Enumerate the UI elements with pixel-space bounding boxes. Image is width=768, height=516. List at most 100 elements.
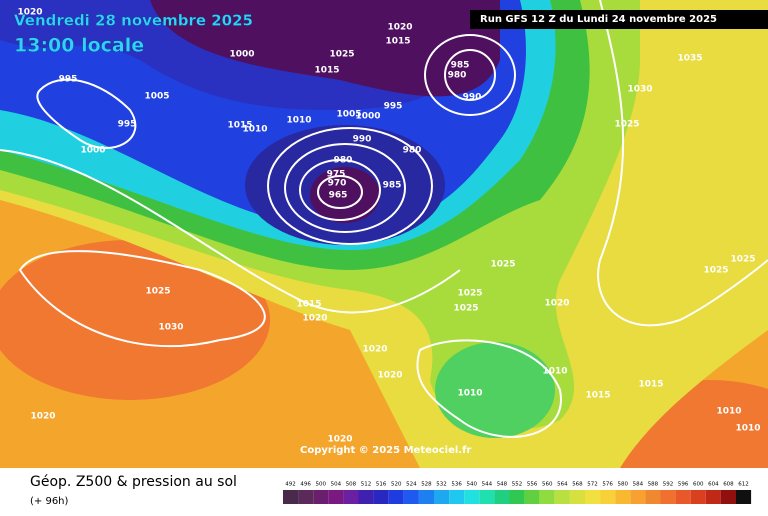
scale-swatch xyxy=(494,490,510,504)
isobar-label: 1015 xyxy=(314,66,339,76)
scale-swatch xyxy=(690,490,706,504)
scale-swatch xyxy=(418,490,434,504)
isobar-label: 1025 xyxy=(329,50,354,60)
isobar-label: 995 xyxy=(59,75,78,85)
isobar-label: 1010 xyxy=(542,367,567,377)
scale-label: 504 xyxy=(331,482,342,488)
isobar-label: 1030 xyxy=(158,323,183,333)
isobar-label: 980 xyxy=(334,156,353,166)
isobar-lines xyxy=(0,0,768,438)
scale-label: 608 xyxy=(723,482,734,488)
scale-label: 536 xyxy=(451,482,462,488)
isobar-label: 1000 xyxy=(355,112,380,122)
scale-swatch xyxy=(328,490,344,504)
isobar-label: 980 xyxy=(448,71,467,81)
isobar-label: 1030 xyxy=(627,85,652,95)
scale-label: 496 xyxy=(300,482,311,488)
isobar-label: 985 xyxy=(383,181,402,191)
scale-label: 548 xyxy=(497,482,508,488)
scale-label: 580 xyxy=(618,482,629,488)
isobar-label: 1025 xyxy=(453,304,478,314)
forecast-date: Vendredi 28 novembre 2025 xyxy=(14,12,253,30)
scale-swatch xyxy=(660,490,676,504)
scale-label: 524 xyxy=(406,482,417,488)
isobar-label: 965 xyxy=(329,191,348,201)
isobar-label: 995 xyxy=(384,102,403,112)
isobar-label: 1025 xyxy=(614,120,639,130)
isobar-label: 1015 xyxy=(638,380,663,390)
scale-swatch xyxy=(388,490,404,504)
isobar-label: 1010 xyxy=(716,407,741,417)
isobar-label: 1015 xyxy=(585,391,610,401)
scale-swatch xyxy=(736,490,752,504)
run-box xyxy=(470,10,768,29)
scale-swatch xyxy=(449,490,465,504)
scale-swatch xyxy=(720,490,736,504)
scale-label: 592 xyxy=(663,482,674,488)
isobar-label: 1005 xyxy=(336,110,361,120)
scale-swatch xyxy=(464,490,480,504)
scale-swatch xyxy=(403,490,419,504)
isobar-label: 1025 xyxy=(457,289,482,299)
scale-swatch xyxy=(569,490,585,504)
isobar-label: 1025 xyxy=(730,255,755,265)
scale-label: 600 xyxy=(693,482,704,488)
isobar-label: 1010 xyxy=(457,389,482,399)
isobar-label: 1025 xyxy=(145,287,170,297)
isobar-label: 1015 xyxy=(227,121,252,131)
scale-swatch xyxy=(554,490,570,504)
scale-label: 516 xyxy=(376,482,387,488)
isobar-label: 980 xyxy=(403,146,422,156)
footer-title: Géop. Z500 & pression au sol xyxy=(30,474,237,490)
isobar-label: 1020 xyxy=(30,412,55,422)
map xyxy=(0,0,768,500)
scale-label: 532 xyxy=(436,482,447,488)
scale-swatch xyxy=(509,490,525,504)
isobar-label: 990 xyxy=(463,93,482,103)
scale-swatch xyxy=(283,490,299,504)
isobar-label: 1020 xyxy=(377,371,402,381)
isobar-label: 1010 xyxy=(735,424,760,434)
scale-label: 520 xyxy=(391,482,402,488)
scale-label: 544 xyxy=(482,482,493,488)
scale-label: 596 xyxy=(678,482,689,488)
scale-swatch xyxy=(479,490,495,504)
scale-swatch xyxy=(675,490,691,504)
scale-swatch xyxy=(313,490,329,504)
isobar-label: 1020 xyxy=(544,299,569,309)
scale-swatch xyxy=(539,490,555,504)
scale-label: 604 xyxy=(708,482,719,488)
scale-label: 556 xyxy=(527,482,538,488)
scale-label: 528 xyxy=(421,482,432,488)
scale-label: 500 xyxy=(316,482,327,488)
scale-label: 568 xyxy=(572,482,583,488)
scale-swatch xyxy=(373,490,389,504)
isobar-label: 1035 xyxy=(677,54,702,64)
scale-label: 540 xyxy=(467,482,478,488)
color-scale: 492 496 500 504 508 512 516 520 524 528 532 536 540 5… xyxy=(283,482,752,504)
isobar-label: 1015 xyxy=(296,300,321,310)
isobar-label: 1015 xyxy=(385,37,410,47)
isobar-label: 1020 xyxy=(362,345,387,355)
scale-label: 512 xyxy=(361,482,372,488)
copyright: Copyright © 2025 Meteociel.fr xyxy=(300,445,471,456)
scale-swatch xyxy=(705,490,721,504)
isobar-label: 985 xyxy=(451,61,470,71)
isobar-label: 1000 xyxy=(80,146,105,156)
scale-label: 576 xyxy=(602,482,613,488)
scale-swatch xyxy=(343,490,359,504)
isobar-label: 1020 xyxy=(302,314,327,324)
run-label: Run GFS 12 Z du Lundi 24 novembre 2025 xyxy=(480,14,717,25)
isobar-label: 1010 xyxy=(286,116,311,126)
scale-swatch xyxy=(600,490,616,504)
isobar-label: 1005 xyxy=(144,92,169,102)
scale-label: 508 xyxy=(346,482,357,488)
scale-swatch xyxy=(358,490,374,504)
scale-label: 560 xyxy=(542,482,553,488)
footer-lead: (+ 96h) xyxy=(30,496,69,507)
isobar-label: 1020 xyxy=(387,23,412,33)
scale-swatch xyxy=(298,490,314,504)
scale-swatch xyxy=(524,490,540,504)
scale-label: 552 xyxy=(512,482,523,488)
